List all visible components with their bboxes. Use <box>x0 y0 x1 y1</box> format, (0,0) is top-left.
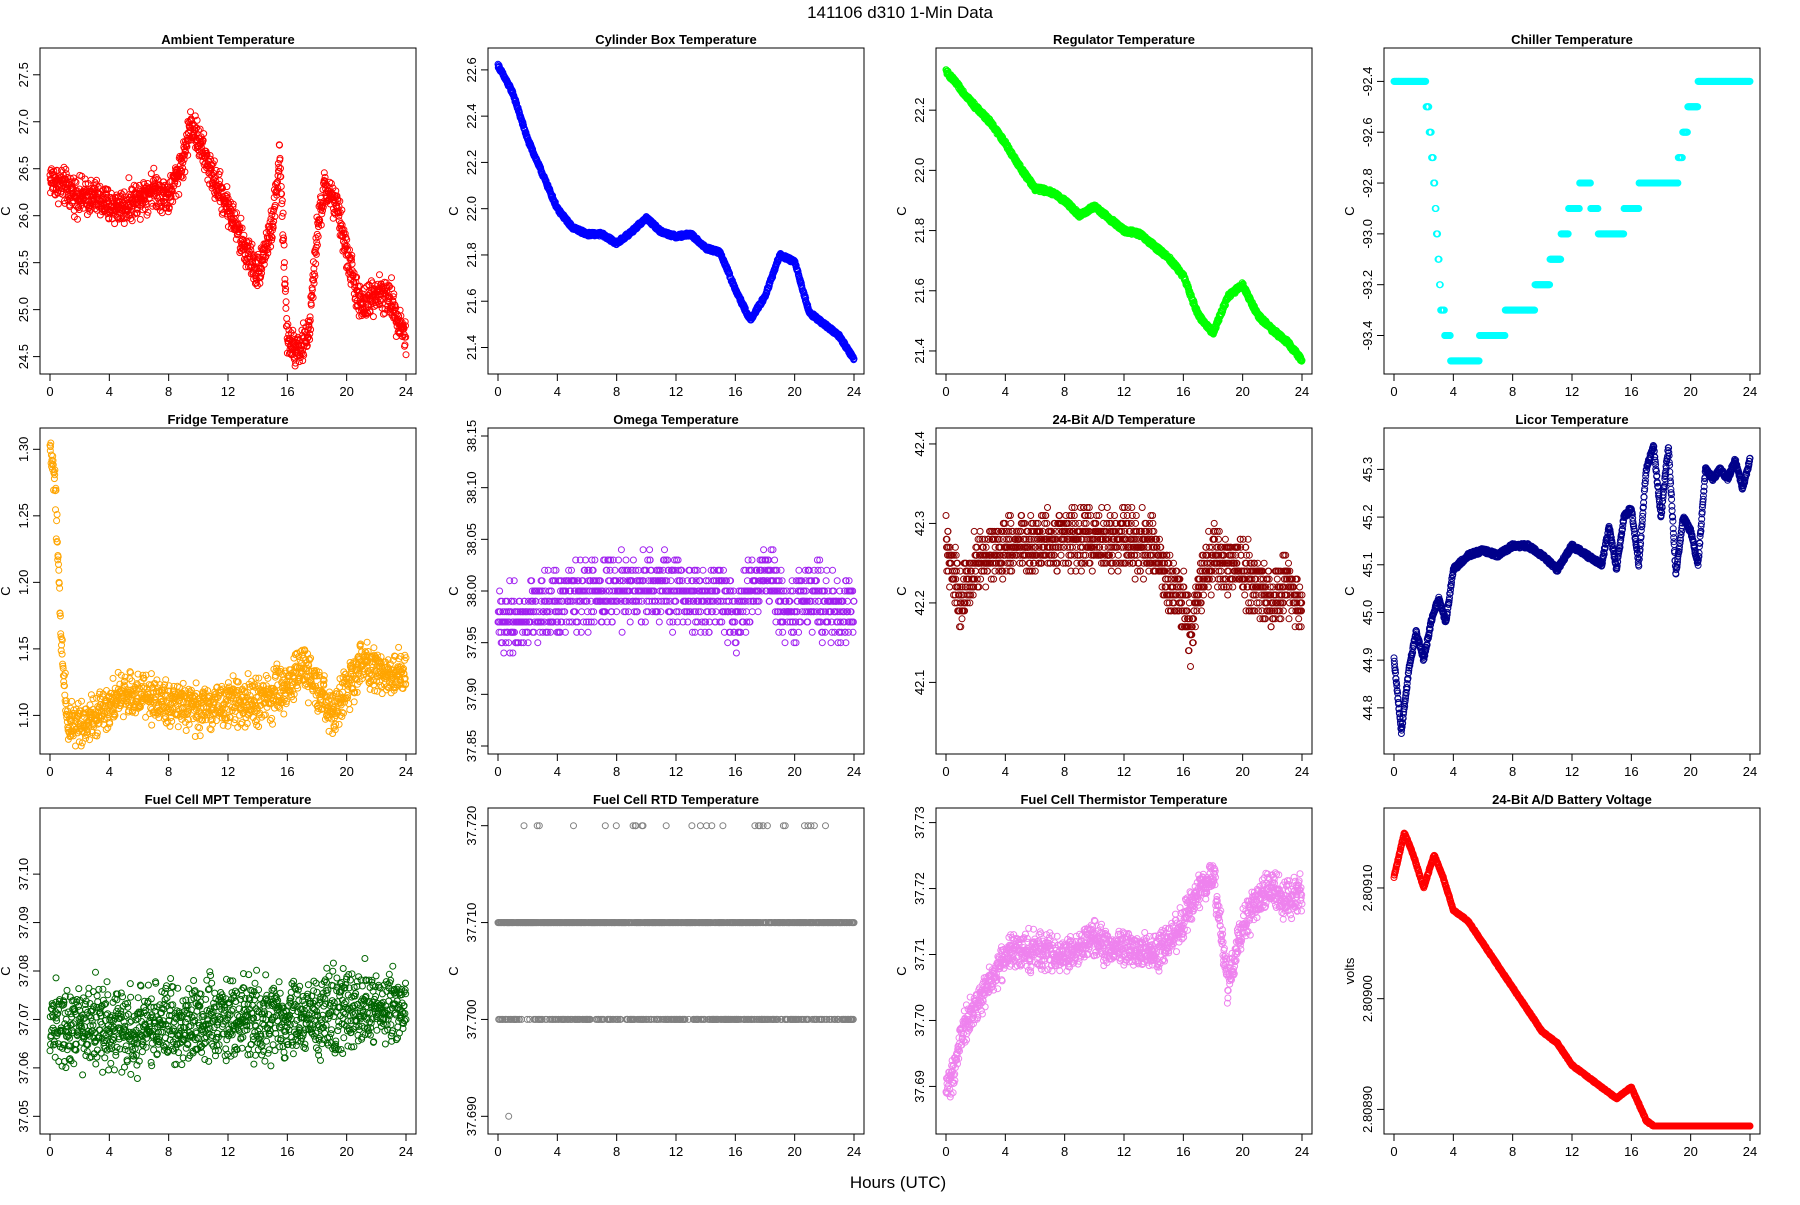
y-tick-label: 22.0 <box>912 158 927 183</box>
x-tick-label: 12 <box>1565 384 1579 399</box>
y-tick-label: 22.6 <box>464 57 479 82</box>
y-tick-label: -92.8 <box>1360 168 1375 198</box>
x-tick-label: 20 <box>339 384 353 399</box>
data-point <box>377 272 383 278</box>
panel-chiller-temperature: Chiller Temperature C 0 4 8 12 16 20 24 -93.4 -93.… <box>1342 32 1760 399</box>
x-tick-label: 0 <box>46 384 53 399</box>
y-tick-label: 22.2 <box>912 98 927 123</box>
y-tick-label: 22.2 <box>464 150 479 175</box>
x-tick-label: 12 <box>669 384 683 399</box>
x-tick-label: 12 <box>221 384 235 399</box>
data-points <box>1391 78 1753 364</box>
x-tick-label: 8 <box>1061 384 1068 399</box>
y-tick-label: 21.6 <box>912 278 927 303</box>
y-tick-label: -93.4 <box>1360 321 1375 351</box>
data-point <box>151 165 157 171</box>
data-point <box>55 201 61 207</box>
data-point <box>389 275 395 281</box>
y-tick-label: 25.0 <box>16 297 31 322</box>
x-tick-label: 24 <box>847 384 861 399</box>
y-tick-label: 21.6 <box>464 289 479 314</box>
data-point <box>137 216 143 222</box>
panel-title: Chiller Temperature <box>1511 32 1633 47</box>
data-point <box>370 314 376 320</box>
y-tick-label: 21.8 <box>464 242 479 267</box>
x-tick-label: 4 <box>1450 384 1457 399</box>
data-points <box>47 109 409 369</box>
panel-cylinder-box-temperature: Cylinder Box Temperature C 0 4 8 12 16 20 24 21.4… <box>446 32 864 399</box>
y-tick-label: 27.0 <box>16 109 31 134</box>
y-tick-label: -92.4 <box>1360 67 1375 97</box>
x-tick-label: 12 <box>1117 384 1131 399</box>
plot-frame <box>936 48 1312 374</box>
x-tick-label: 4 <box>1002 384 1009 399</box>
x-tick-label: 16 <box>1176 384 1190 399</box>
y-axis-label: C <box>0 206 13 215</box>
panel-title: Ambient Temperature <box>161 32 294 47</box>
x-tick-label: 8 <box>1509 384 1516 399</box>
y-tick-label: 26.5 <box>16 156 31 181</box>
y-tick-label: -92.6 <box>1360 117 1375 147</box>
x-tick-label: 8 <box>165 384 172 399</box>
x-tick-label: 0 <box>494 384 501 399</box>
x-tick-label: 8 <box>613 384 620 399</box>
panel-regulator-temperature: Regulator Temperature C 0 4 8 12 16 20 24 21.4 21.… <box>894 32 1312 399</box>
panel-grid: Ambient Temperature C 0 4 8 12 16 20 24 24.5 25.0 2… <box>0 32 1760 1159</box>
data-points <box>943 67 1305 365</box>
y-tick-label: 22.4 <box>464 103 479 128</box>
y-tick-label: 26.0 <box>16 203 31 228</box>
y-tick-label: -93.2 <box>1360 270 1375 300</box>
panel-ambient-temperature: Ambient Temperature C 0 4 8 12 16 20 24 24.5 25.0 2… <box>0 32 416 399</box>
data-point <box>278 184 284 190</box>
y-tick-label: 21.4 <box>464 335 479 360</box>
data-points <box>495 61 857 362</box>
y-tick-label: 22.0 <box>464 196 479 221</box>
data-point <box>126 175 132 181</box>
data-point <box>238 215 244 221</box>
y-tick-label: 24.5 <box>16 344 31 369</box>
x-tick-label: 4 <box>554 384 561 399</box>
y-axis-label: C <box>446 206 461 215</box>
x-tick-label: 0 <box>1390 384 1397 399</box>
x-tick-label: 24 <box>399 384 413 399</box>
data-point <box>217 178 223 184</box>
x-tick-label: 16 <box>1624 384 1638 399</box>
y-tick-label: -93.0 <box>1360 219 1375 249</box>
x-axis-label: Hours (UTC) <box>850 1173 946 1192</box>
panel-title: Cylinder Box Temperature <box>595 32 757 47</box>
plot-frame <box>488 48 864 374</box>
x-tick-label: 0 <box>942 384 949 399</box>
data-point <box>280 210 286 216</box>
y-axis-label: C <box>1342 206 1357 215</box>
y-tick-label: 27.5 <box>16 62 31 87</box>
x-tick-label: 4 <box>106 384 113 399</box>
y-tick-label: 21.8 <box>912 218 927 243</box>
x-tick-label: 16 <box>280 384 294 399</box>
data-point <box>283 305 289 311</box>
data-point <box>284 316 290 322</box>
panel-title: Regulator Temperature <box>1053 32 1195 47</box>
data-point <box>403 352 409 358</box>
data-point <box>283 299 289 305</box>
x-tick-label: 20 <box>1683 384 1697 399</box>
y-tick-label: 25.5 <box>16 250 31 275</box>
y-axis-label: C <box>894 206 909 215</box>
x-tick-label: 24 <box>1743 384 1757 399</box>
figure-title: 141106 d310 1-Min Data <box>807 3 993 22</box>
x-tick-label: 20 <box>787 384 801 399</box>
x-tick-label: 24 <box>1295 384 1309 399</box>
y-tick-label: 21.4 <box>912 338 927 363</box>
x-tick-label: 20 <box>1235 384 1249 399</box>
x-tick-label: 16 <box>728 384 742 399</box>
